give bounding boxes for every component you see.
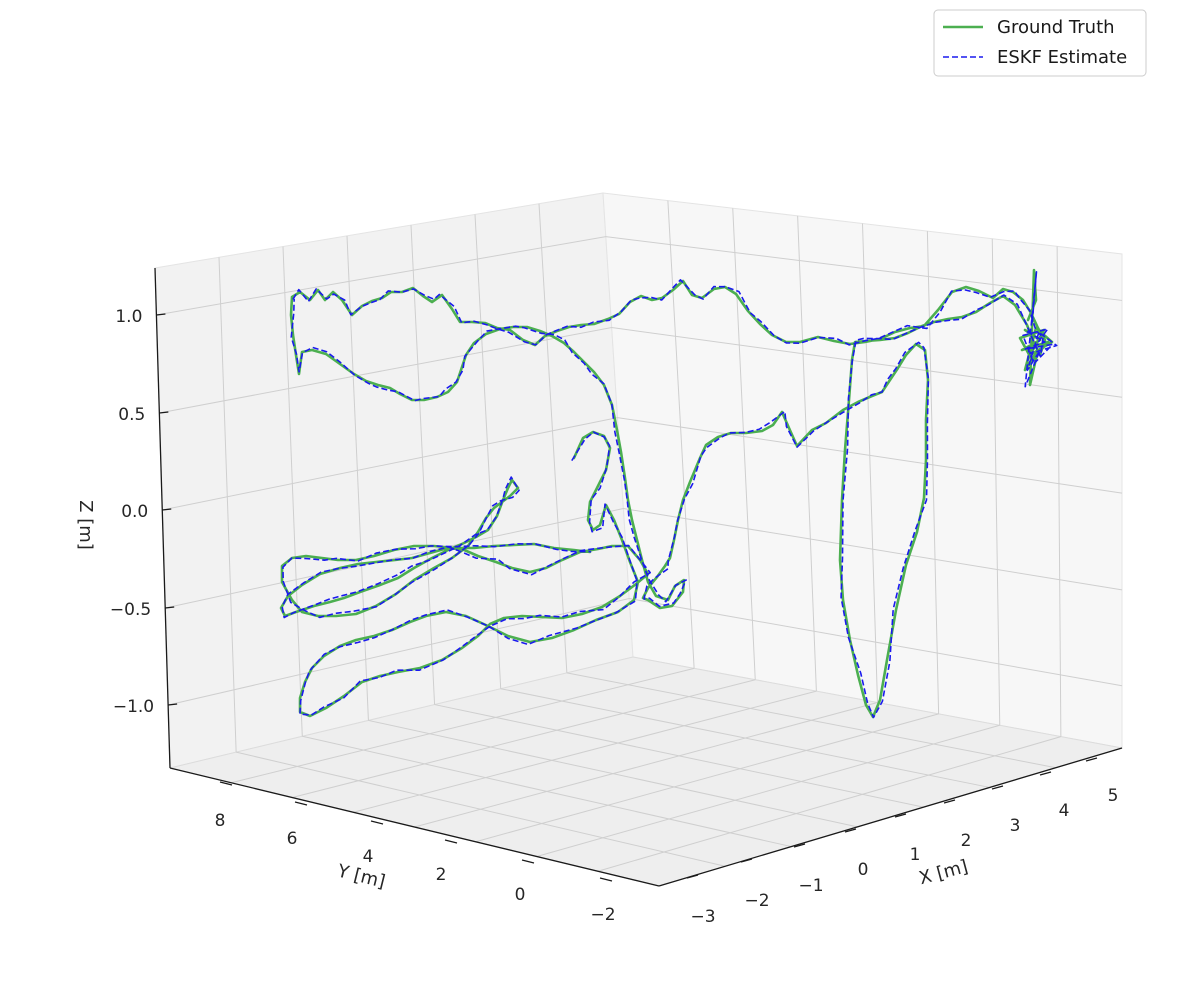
x-tick-label: 5 <box>1108 786 1119 806</box>
grid-line <box>566 672 1056 769</box>
z-tick <box>168 703 178 706</box>
grid-line <box>282 246 303 737</box>
grid-lines <box>156 200 1123 872</box>
x-tick <box>793 843 806 848</box>
y-tick-label: 0 <box>515 885 526 905</box>
z-tick <box>156 313 166 316</box>
z-tick <box>162 508 172 511</box>
z-axis-label: Z [m] <box>75 500 96 550</box>
grid-line <box>162 417 1123 511</box>
x-tick <box>686 874 699 879</box>
grid-line <box>926 231 940 714</box>
x-tick-label: 0 <box>858 860 869 880</box>
z-tick <box>165 606 175 609</box>
y-tick-label: 6 <box>287 829 298 849</box>
grid-line <box>797 215 817 692</box>
x-tick-label: 3 <box>1010 816 1021 836</box>
z-tick-label: −1.0 <box>113 697 154 717</box>
grid-line <box>862 223 878 703</box>
grid-line <box>159 327 1123 414</box>
back-wall-pane <box>602 192 1123 749</box>
x-tick-label: −1 <box>798 876 823 896</box>
x-tick <box>991 785 1004 790</box>
grid-line <box>475 713 939 843</box>
y-tick <box>370 820 384 825</box>
x-axis-label: X [m] <box>917 856 970 889</box>
x-axis-line <box>658 747 1123 887</box>
grid-line <box>353 690 817 813</box>
y-tick-label: 8 <box>215 811 226 831</box>
x-tick <box>1085 757 1098 762</box>
x-tick <box>943 799 956 804</box>
grid-line <box>292 679 756 798</box>
axis-lines <box>154 267 1123 887</box>
grid-line <box>410 225 436 705</box>
x-tick <box>844 828 857 833</box>
grid-line <box>218 257 237 753</box>
y-axis-label: Y [m] <box>334 860 387 892</box>
grid-line <box>500 688 990 788</box>
eskf-estimate-line <box>281 270 1058 719</box>
tick-labels: 1.0 0.5 0.0 −0.5 −1.0 8 6 4 2 0 −2 −3 −2 −1 0 1 2 3 4 5 <box>110 307 1118 927</box>
grid-line <box>474 214 502 689</box>
x-tick-label: 2 <box>961 831 972 851</box>
grid-line <box>538 203 568 673</box>
grid-line <box>434 704 924 808</box>
y-tick <box>294 801 308 806</box>
y-tick <box>521 859 535 864</box>
grid-line <box>368 719 858 828</box>
grid-line <box>536 724 1000 857</box>
y-tick <box>444 839 458 844</box>
x-tick-label: 1 <box>910 845 921 865</box>
y-tick <box>219 781 233 786</box>
legend-label-eskf-estimate: ESKF Estimate <box>997 47 1127 68</box>
grid-line <box>167 598 1123 706</box>
x-tick <box>894 813 907 818</box>
grid-line <box>1056 246 1062 737</box>
legend: Ground Truth ESKF Estimate <box>933 9 1147 77</box>
grid-line <box>231 667 695 784</box>
z-tick-label: 1.0 <box>115 307 142 327</box>
x-tick-label: 4 <box>1059 801 1070 821</box>
legend-label-ground-truth: Ground Truth <box>997 17 1115 38</box>
z-tick-label: −0.5 <box>110 600 151 620</box>
trajectories <box>279 268 1058 719</box>
grid-line <box>991 238 1001 726</box>
y-tick <box>599 877 613 882</box>
y-axis-line <box>169 767 660 887</box>
z-tick <box>159 411 169 414</box>
x-tick-label: −2 <box>744 891 769 911</box>
grid-line <box>732 208 756 680</box>
x-tick-label: −3 <box>690 907 715 927</box>
grid-line <box>414 702 878 828</box>
z-tick-label: 0.0 <box>121 502 148 522</box>
legend-box <box>933 9 1147 77</box>
y-tick-label: 2 <box>436 865 447 885</box>
z-axis-line <box>154 267 171 769</box>
x-tick <box>740 858 753 863</box>
z-tick-label: 0.5 <box>118 405 145 425</box>
grid-line <box>156 236 1123 316</box>
y-tick-label: −2 <box>590 905 615 925</box>
grid-line <box>302 735 792 848</box>
grid-line <box>236 751 726 867</box>
grid-line <box>597 736 1062 872</box>
y-tick-label: 4 <box>363 847 374 867</box>
x-tick <box>1039 771 1052 776</box>
grid-line <box>667 200 695 669</box>
